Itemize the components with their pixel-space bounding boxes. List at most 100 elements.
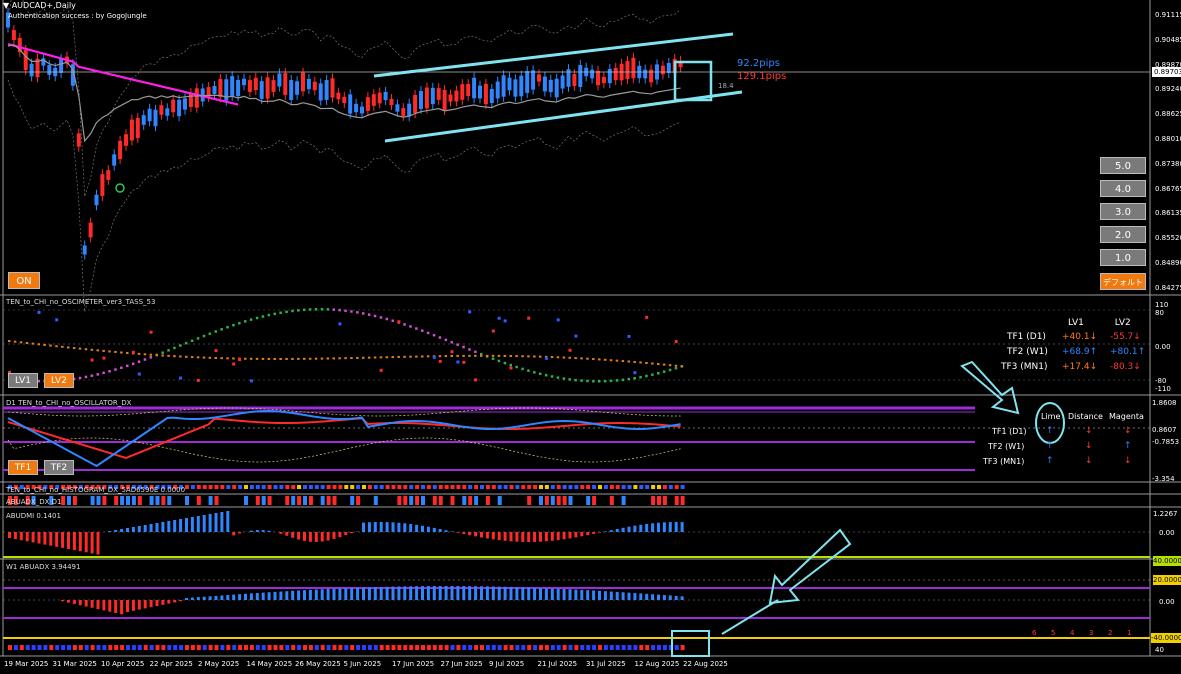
tf2-button[interactable]: TF2 — [44, 460, 74, 475]
osc-dot-orange — [149, 353, 153, 356]
osc-dot-orange — [373, 356, 377, 359]
osc-signal — [491, 329, 495, 333]
osc-dot-orange — [621, 360, 625, 363]
candle-body — [318, 83, 323, 101]
histogram-cell — [497, 485, 502, 489]
abudmi-bar — [161, 522, 165, 532]
osc-dot-orange — [580, 357, 583, 360]
abuadx-dx-cell — [403, 496, 408, 505]
abuadx-dx-cell — [586, 496, 591, 505]
tf1-button[interactable]: TF1 — [8, 460, 38, 475]
osc-dot-orange — [297, 357, 300, 360]
date-tick: 10 Apr 2025 — [101, 660, 145, 668]
bottom-cell — [527, 645, 532, 650]
date-tick: 22 Apr 2025 — [149, 660, 193, 668]
date-tick: 31 Mar 2025 — [52, 660, 97, 668]
lv2-button[interactable]: LV2 — [44, 373, 74, 388]
bottom-cell — [55, 645, 60, 650]
abuadx-dx-cell — [562, 496, 567, 505]
histogram-cell — [67, 485, 71, 489]
histogram-cell — [137, 485, 142, 489]
candle-body — [277, 73, 282, 87]
osc-dot-orange — [232, 357, 235, 360]
osc-dot — [244, 320, 247, 323]
candle-body — [643, 69, 648, 79]
lv-button-5[interactable]: 5.0 — [1100, 157, 1146, 174]
lv-button-2[interactable]: 2.0 — [1100, 226, 1146, 243]
w1-bar — [367, 587, 371, 600]
default-button[interactable]: デフォルト — [1100, 273, 1146, 290]
osc-dot-orange — [468, 354, 471, 357]
histogram-cell — [291, 485, 296, 489]
abudmi-pane — [3, 511, 1150, 558]
histogram-cell — [468, 485, 473, 489]
osc-signal — [249, 379, 253, 383]
w1-bar — [633, 593, 637, 600]
lv1-button[interactable]: LV1 — [8, 373, 38, 388]
osc-tick: 110 — [1155, 301, 1169, 309]
osc-dot — [96, 373, 99, 376]
dx-tick: 1.8608 — [1152, 399, 1177, 407]
symbol-label: ▼ AUDCAD+,Daily — [3, 1, 76, 10]
w1-bar — [503, 586, 507, 600]
lv-button-4[interactable]: 4.0 — [1100, 180, 1146, 197]
candle-body — [525, 71, 530, 93]
abudmi-bar — [668, 522, 672, 532]
bottom-cell — [409, 645, 414, 650]
osc-dot-orange — [438, 355, 442, 358]
bottom-cell — [403, 645, 408, 650]
bottom-cell — [244, 645, 248, 650]
w1-bar — [556, 588, 560, 600]
abuadx-dx-cell — [67, 496, 71, 505]
abuadx-dx-cell — [126, 496, 130, 505]
abudmi-bar — [155, 523, 159, 532]
osc-dot-orange — [592, 358, 595, 361]
w1-bar — [373, 587, 377, 600]
osc-signal — [544, 356, 548, 360]
bottom-cell — [155, 645, 160, 650]
lv-button-3[interactable]: 3.0 — [1100, 203, 1146, 220]
oscillator-dx-pane — [3, 406, 1150, 471]
current-price-tag: 0.89703 — [1152, 67, 1181, 77]
osc-dot — [173, 346, 176, 350]
w1-bar — [208, 596, 212, 600]
osc-dot-orange — [167, 354, 170, 357]
abudmi-scale-top: 1.2267 — [1153, 510, 1178, 518]
abudmi-bar — [421, 525, 424, 532]
w1-scale-level: -40.0000 — [1151, 633, 1181, 643]
osc-signal — [37, 310, 41, 314]
osc-dot-orange — [137, 352, 141, 355]
bottom-cell — [137, 645, 142, 650]
histogram-cell — [603, 485, 608, 489]
abudmi-bar — [108, 531, 112, 532]
on-button[interactable]: ON — [8, 272, 40, 289]
osc-dot-orange — [574, 357, 577, 360]
candle-body — [413, 94, 418, 114]
abudmi-bar — [462, 532, 466, 534]
osc-dot-orange — [291, 357, 294, 360]
w1-bar — [598, 590, 601, 600]
abudmi-bar — [609, 530, 613, 532]
histogram-cell — [474, 485, 479, 489]
w1-bar — [480, 586, 483, 600]
candle-body — [242, 78, 246, 86]
lv-button-1[interactable]: 1.0 — [1100, 249, 1146, 266]
w1-bar — [662, 595, 666, 600]
w1-bar — [291, 590, 295, 600]
pips-red-label: 129.1pips — [737, 71, 787, 82]
abudmi-bar — [31, 532, 35, 543]
abudmi-bar — [350, 532, 354, 534]
w1-bar — [72, 600, 76, 604]
osc-dot-orange — [639, 361, 642, 364]
abuadx-dx-cell — [421, 496, 425, 505]
bottom-cell — [668, 645, 673, 650]
abudmi-bar — [72, 532, 76, 551]
bottom-cell — [432, 645, 437, 650]
osc-signal — [456, 360, 460, 364]
abudmi-bar — [373, 522, 377, 532]
histogram-cell — [196, 485, 201, 489]
dx-cell: ↓ — [1085, 441, 1093, 451]
bottom-cell — [609, 645, 614, 650]
abudmi-bar — [120, 529, 124, 532]
